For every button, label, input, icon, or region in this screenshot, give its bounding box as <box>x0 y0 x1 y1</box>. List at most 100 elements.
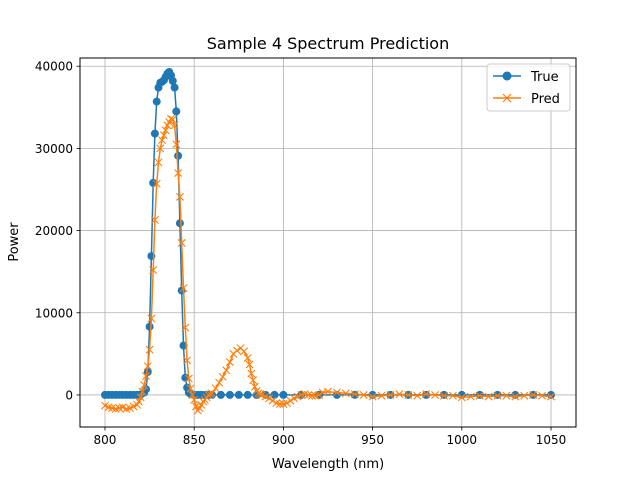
data-point-pred <box>149 266 158 275</box>
data-point-pred <box>218 372 227 381</box>
data-point-pred <box>240 347 249 356</box>
data-point-pred <box>404 390 413 399</box>
data-point-pred <box>286 396 295 405</box>
data-point-pred <box>140 381 149 390</box>
data-point-true <box>243 390 252 399</box>
data-point-true <box>547 390 555 399</box>
data-point-pred <box>250 382 259 391</box>
data-point-pred <box>225 358 234 367</box>
legend-marker-true <box>502 71 512 81</box>
data-point-pred <box>208 389 217 398</box>
data-point-pred <box>475 391 484 400</box>
data-point-pred <box>275 400 284 408</box>
x-tick-label: 1050 <box>536 433 567 447</box>
data-point-pred <box>134 397 143 406</box>
data-point-pred <box>142 372 151 381</box>
data-point-pred <box>175 192 184 201</box>
data-point-pred <box>152 179 161 188</box>
data-point-pred <box>174 169 183 178</box>
data-point-pred <box>186 384 195 393</box>
data-point-true <box>279 390 288 399</box>
legend-label-pred: Pred <box>531 92 560 107</box>
data-point-true <box>172 107 181 116</box>
data-point-pred <box>332 388 341 397</box>
data-point-pred <box>179 284 188 293</box>
data-point-pred <box>413 391 422 400</box>
data-point-pred <box>177 238 186 247</box>
data-point-true <box>175 219 184 228</box>
data-point-pred <box>147 314 156 323</box>
data-point-true <box>145 322 154 331</box>
data-point-true <box>150 129 159 138</box>
chart-title: Sample 4 Spectrum Prediction <box>207 34 449 53</box>
data-point-pred <box>315 390 324 399</box>
data-point-pred <box>256 390 265 399</box>
legend-marker-pred <box>502 93 512 103</box>
data-point-pred <box>359 390 368 399</box>
data-point-true <box>152 97 161 106</box>
data-point-pred <box>350 390 359 399</box>
data-point-true <box>270 390 279 399</box>
data-point-pred <box>265 394 274 403</box>
x-tick-label: 800 <box>94 433 117 447</box>
data-point-pred <box>172 140 181 149</box>
data-point-pred <box>143 362 152 371</box>
data-point-pred <box>520 391 529 400</box>
data-point-pred <box>457 393 466 402</box>
data-point-pred <box>439 391 448 400</box>
data-point-pred <box>386 390 395 399</box>
y-tick-label: 40000 <box>35 60 73 74</box>
data-point-pred <box>167 114 175 123</box>
data-point-pred <box>538 391 547 400</box>
data-point-pred <box>215 378 224 387</box>
data-point-pred <box>150 215 159 224</box>
data-point-pred <box>222 366 231 375</box>
data-point-pred <box>377 391 386 400</box>
data-point-pred <box>181 323 190 332</box>
data-point-pred <box>145 345 154 354</box>
data-point-pred <box>307 391 316 400</box>
data-point-true <box>440 390 448 399</box>
legend-label-true: True <box>530 70 559 85</box>
data-point-true <box>225 390 234 399</box>
data-point-pred <box>188 390 197 399</box>
data-point-pred <box>170 121 179 130</box>
y-axis-label: Power <box>7 222 22 262</box>
data-point-pred <box>183 356 192 365</box>
data-point-true <box>170 83 179 92</box>
data-point-pred <box>529 390 538 399</box>
data-point-pred <box>159 131 168 140</box>
data-point-pred <box>395 390 404 399</box>
data-point-true <box>216 390 225 399</box>
data-point-pred <box>484 392 493 401</box>
data-point-true <box>493 390 502 399</box>
data-point-pred <box>511 392 520 401</box>
data-point-true <box>168 77 177 85</box>
data-point-pred <box>138 387 147 396</box>
data-point-pred <box>168 115 177 124</box>
data-point-pred <box>161 126 170 135</box>
legend: True Pred <box>486 63 571 112</box>
data-point-pred <box>243 353 252 362</box>
data-point-pred <box>247 369 256 378</box>
data-point-pred <box>547 392 556 401</box>
plot-frame <box>79 57 577 428</box>
data-point-pred <box>156 144 165 153</box>
x-tick-label: 850 <box>183 433 206 447</box>
x-tick-label: 950 <box>361 433 384 447</box>
x-tick-label: 1000 <box>447 433 478 447</box>
axis-ticks: 800 850 900 950 1000 1050 0 10000 20000 30000 4000… <box>35 60 566 447</box>
data-point-pred <box>368 392 377 401</box>
data-point-pred <box>493 391 502 400</box>
data-point-pred <box>245 360 254 369</box>
data-point-pred <box>190 395 199 404</box>
data-point-true <box>174 151 183 160</box>
data-point-pred <box>154 158 163 167</box>
data-point-pred <box>233 346 241 355</box>
data-point-pred <box>448 391 457 400</box>
data-point-true <box>368 390 377 399</box>
data-point-pred <box>324 387 332 396</box>
data-point-true <box>511 390 520 399</box>
data-point-pred <box>341 389 350 398</box>
